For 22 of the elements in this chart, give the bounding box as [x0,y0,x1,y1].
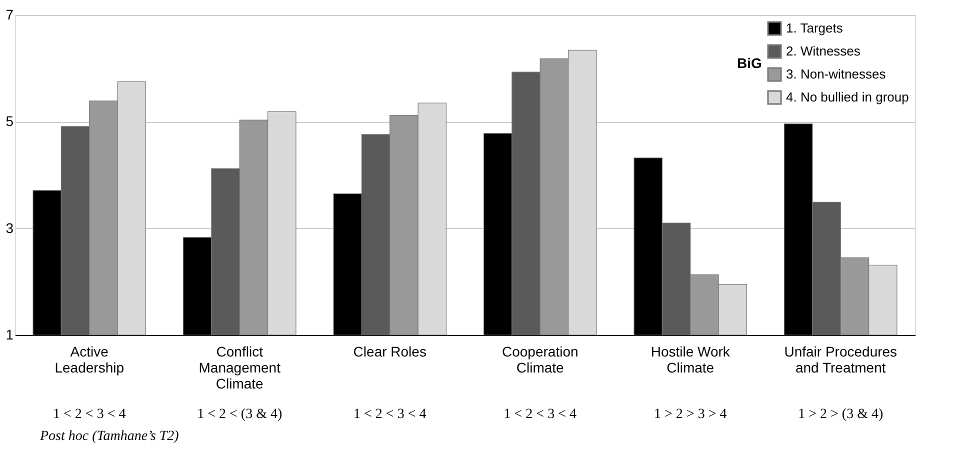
legend-label: 2. Witnesses [786,44,861,58]
text: 1 < 2 < (3 & 4) [197,407,282,422]
x-tick-label: Active Leadership [54,344,124,376]
y-tick-label: 5 [6,113,14,130]
text: 1 < 2 < 3 < 4 [354,407,426,422]
legend-label: 4. No bullied in group [786,90,909,104]
x-tick-label: Cooperation Climate [502,344,578,376]
text: 1 < 2 < 3 < 4 [53,407,126,422]
legend-title: BiG [737,55,762,71]
legend-label: 1. Targets [786,20,844,36]
text: 1 < 2 < 3 < 4 [504,407,576,422]
x-tick-label: Conflict Management Climate [198,344,281,392]
y-tick-label: 3 [6,220,14,236]
text: 1 > 2 > (3 & 4) [798,407,884,422]
y-tick-label: 1 [6,326,14,342]
x-tick-label: Unfair Procedures and Treatment [784,344,898,376]
text: 1 > 2 > 3 > 4 [654,407,727,422]
y-tick-label: 7 [6,6,14,22]
x-tick-label: Hostile Work Climate [650,344,731,376]
x-tick-label: Clear Roles [353,344,426,360]
legend-label: 3. Non-witnesses [786,66,886,82]
text: Post hoc (Tamhane’s T2) [39,429,180,444]
